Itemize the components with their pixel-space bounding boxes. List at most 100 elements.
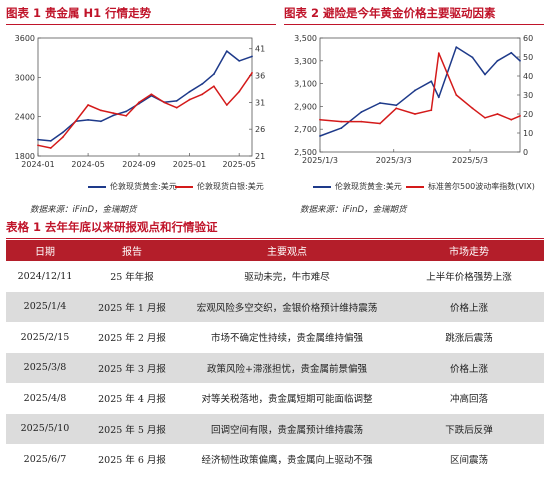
series-line-1 (319, 52, 521, 125)
series-point-0 (238, 60, 241, 62)
series-point-0 (340, 127, 343, 129)
y-right-tick-label: 41 (255, 45, 265, 54)
series-point-1 (61, 136, 64, 139)
series-point-1 (360, 120, 363, 123)
chart-2-legend-gold: 伦敦现货黄金:美元 (313, 181, 402, 192)
table-header-row: 日期 报告 主要观点 市场走势 (6, 240, 544, 261)
series-point-0 (496, 59, 499, 62)
series-point-0 (61, 131, 64, 134)
cell-view: 对等关税落地，贵金属短期可能面临调整 (180, 383, 394, 414)
y-right-tick-label: 21 (255, 152, 265, 161)
series-point-1 (138, 101, 140, 104)
series-point-1 (430, 109, 433, 112)
cell-date: 2025/1/4 (6, 291, 84, 322)
legend-label-gold: 伦敦现货黄金:美元 (110, 182, 177, 191)
series-point-1 (125, 114, 128, 117)
y-left-tick-label: 1800 (15, 152, 35, 161)
table-row: 2025/2/15 2025 年 2 月报 市场不确定性持续，贵金属维持偏强 跳… (6, 322, 544, 353)
series-point-0 (213, 73, 215, 75)
y-right-tick-label: 30 (523, 91, 533, 100)
series-point-0 (225, 50, 228, 52)
series-point-1 (201, 93, 204, 96)
series-point-1 (519, 115, 521, 117)
cell-view: 回调空间有限，贵金属预计维持震荡 (180, 413, 394, 444)
plot-frame (319, 37, 521, 153)
series-point-0 (471, 56, 474, 59)
chart-2: 2,500 2,700 2,900 3,100 3,300 3,500 0 10 20 30 40 5… (284, 28, 546, 182)
series-point-1 (496, 113, 499, 115)
series-point-1 (319, 118, 321, 121)
legend-swatch-gold (88, 185, 106, 188)
x-tick-label: 2024-01 (21, 160, 54, 169)
y-left-tick-label: 3000 (15, 73, 35, 82)
series-point-1 (484, 116, 486, 119)
legend-swatch-silver (175, 185, 193, 188)
cell-report: 2025 年 2 月报 (84, 322, 180, 353)
series-point-1 (49, 147, 52, 149)
cell-report: 2025 年 3 月报 (84, 352, 180, 383)
chart-2-svg: 2,500 2,700 2,900 3,100 3,300 3,500 0 10 20 30 40 5… (294, 34, 533, 165)
cell-view: 驱动未完，牛市难尽 (180, 261, 394, 292)
y-right-tick-label: 31 (255, 98, 265, 107)
figure-2-title: 图表 2 避险是今年黄金价格主要驱动因素 (284, 6, 496, 20)
series-point-0 (437, 96, 440, 99)
series-line-1 (37, 72, 253, 149)
y-right-tick-label: 20 (523, 110, 533, 119)
x-tick-label: 2025/1/3 (302, 156, 338, 165)
cell-report: 25 年年报 (84, 261, 180, 292)
table-row: 2024/12/11 25 年年报 驱动未完，牛市难尽 上半年价格强势上涨 (6, 261, 544, 292)
figure-2-source: 数据来源：iFinD，金瑞期货 (300, 205, 407, 215)
series-point-1 (510, 118, 513, 121)
table-row: 2025/3/8 2025 年 3 月报 政策风险+滞涨担忧，贵金属前景偏强 价… (6, 352, 544, 383)
cell-date: 2025/4/8 (6, 383, 84, 414)
series-point-1 (251, 72, 253, 74)
legend-label-silver: 伦敦现货白银:美元 (197, 182, 264, 191)
figure-1-source: 数据来源：iFinD，金瑞期货 (30, 205, 137, 215)
y-right-tick-label: 10 (523, 129, 533, 138)
chart-1-legend-gold: 伦敦现货黄金:美元 (88, 181, 177, 192)
series-point-0 (87, 119, 89, 121)
cell-date: 2025/3/8 (6, 352, 84, 383)
y-left-tick-label: 3600 (15, 34, 35, 43)
series-point-1 (455, 94, 458, 96)
cell-view: 市场不确定性持续，贵金属维持偏强 (180, 322, 394, 353)
legend-swatch-gold-2 (313, 185, 331, 188)
x-tick-label: 2025/3/3 (376, 156, 412, 165)
legend-label-gold-2: 伦敦现货黄金:美元 (335, 182, 402, 191)
cell-market: 区间震荡 (394, 444, 544, 475)
series-point-0 (430, 80, 433, 83)
cell-date: 2025/2/15 (6, 322, 84, 353)
series-point-0 (175, 100, 178, 102)
x-tick-label: 2025-05 (222, 160, 255, 169)
series-point-1 (471, 107, 474, 110)
cell-market: 下跌后反弹 (394, 413, 544, 444)
cell-view: 宏观风险多空交织，金银价格预计维持震荡 (180, 291, 394, 322)
series-point-1 (100, 109, 102, 112)
cell-date: 2025/5/10 (6, 413, 84, 444)
series-point-0 (414, 89, 416, 92)
cell-date: 2024/12/11 (6, 261, 84, 292)
plot-frame (37, 37, 253, 157)
series-point-0 (484, 73, 486, 76)
cell-report: 2025 年 5 月报 (84, 413, 180, 444)
series-point-0 (395, 104, 398, 107)
legend-label-vix: 标准普尔500波动率指数(VIX) (428, 182, 535, 191)
x-tick-label: 2025-01 (173, 160, 206, 169)
cell-view: 政策风险+滞涨担忧，贵金属前景偏强 (180, 352, 394, 383)
series-point-1 (340, 120, 343, 123)
research-table: 日期 报告 主要观点 市场走势 2024/12/11 25 年年报 驱动未完，牛… (6, 240, 544, 475)
series-point-1 (74, 120, 77, 122)
series-point-1 (437, 52, 440, 55)
chart-1-svg: 1800 2400 3000 3600 21 26 31 36 41 2024-01 2024-05… (15, 34, 266, 169)
cell-market: 上半年价格强势上涨 (394, 261, 544, 292)
y-right-tick-label: 60 (523, 34, 533, 43)
series-point-0 (455, 46, 458, 48)
header-market: 市场走势 (394, 240, 544, 261)
series-point-1 (238, 90, 241, 93)
header-report: 报告 (84, 240, 180, 261)
table-title: 表格 1 去年年底以来研报观点和行情验证 (6, 220, 218, 234)
chart-2-legend-vix: 标准普尔500波动率指数(VIX) (406, 181, 535, 192)
y-right-tick-label: 50 (523, 53, 533, 62)
cell-report: 2025 年 4 月报 (84, 383, 180, 414)
y-right-tick-label: 26 (255, 125, 265, 134)
